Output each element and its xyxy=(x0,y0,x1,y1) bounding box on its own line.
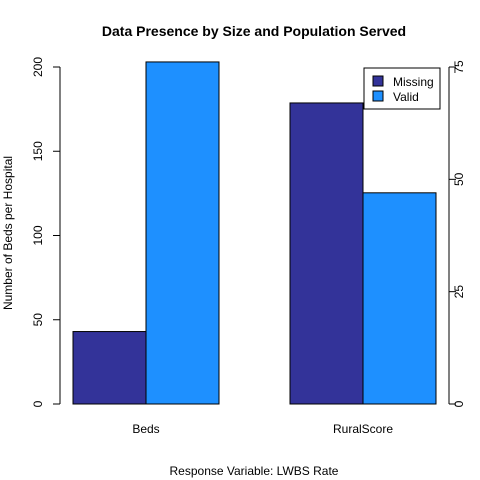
bar-beds-valid xyxy=(145,61,220,405)
chart-title: Data Presence by Size and Population Ser… xyxy=(102,23,406,39)
left-tick-label-0: 0 xyxy=(31,400,45,407)
category-labels: Beds RuralScore xyxy=(132,422,393,436)
left-tick-label-150: 150 xyxy=(31,141,45,161)
right-tick-label-25: 25 xyxy=(452,285,466,299)
bar-ruralscore-valid xyxy=(362,192,437,405)
right-tick-label-50: 50 xyxy=(452,172,466,186)
legend-label-valid: Valid xyxy=(393,90,419,104)
category-label-beds: Beds xyxy=(132,422,159,436)
bar-beds-missing xyxy=(72,331,147,405)
left-tick-label-50: 50 xyxy=(31,313,45,327)
left-tick-label-100: 100 xyxy=(31,225,45,245)
left-y-axis: 0 50 100 150 200 xyxy=(31,57,61,407)
right-tick-label-0: 0 xyxy=(452,400,466,407)
bars-group xyxy=(72,61,437,405)
legend-box xyxy=(363,67,441,110)
left-y-axis-label: Number of Beds per Hospital xyxy=(1,156,15,310)
right-y-axis: 0 25 50 75 xyxy=(448,60,466,407)
bar-ruralscore-missing xyxy=(289,102,364,405)
right-tick-label-75: 75 xyxy=(452,60,466,74)
category-label-ruralscore: RuralScore xyxy=(333,422,393,436)
x-axis-label: Response Variable: LWBS Rate xyxy=(170,464,339,478)
legend-swatch-valid xyxy=(372,90,384,102)
legend-label-missing: Missing xyxy=(393,75,434,89)
legend-swatch-missing xyxy=(372,75,384,87)
left-tick-label-200: 200 xyxy=(31,57,45,77)
